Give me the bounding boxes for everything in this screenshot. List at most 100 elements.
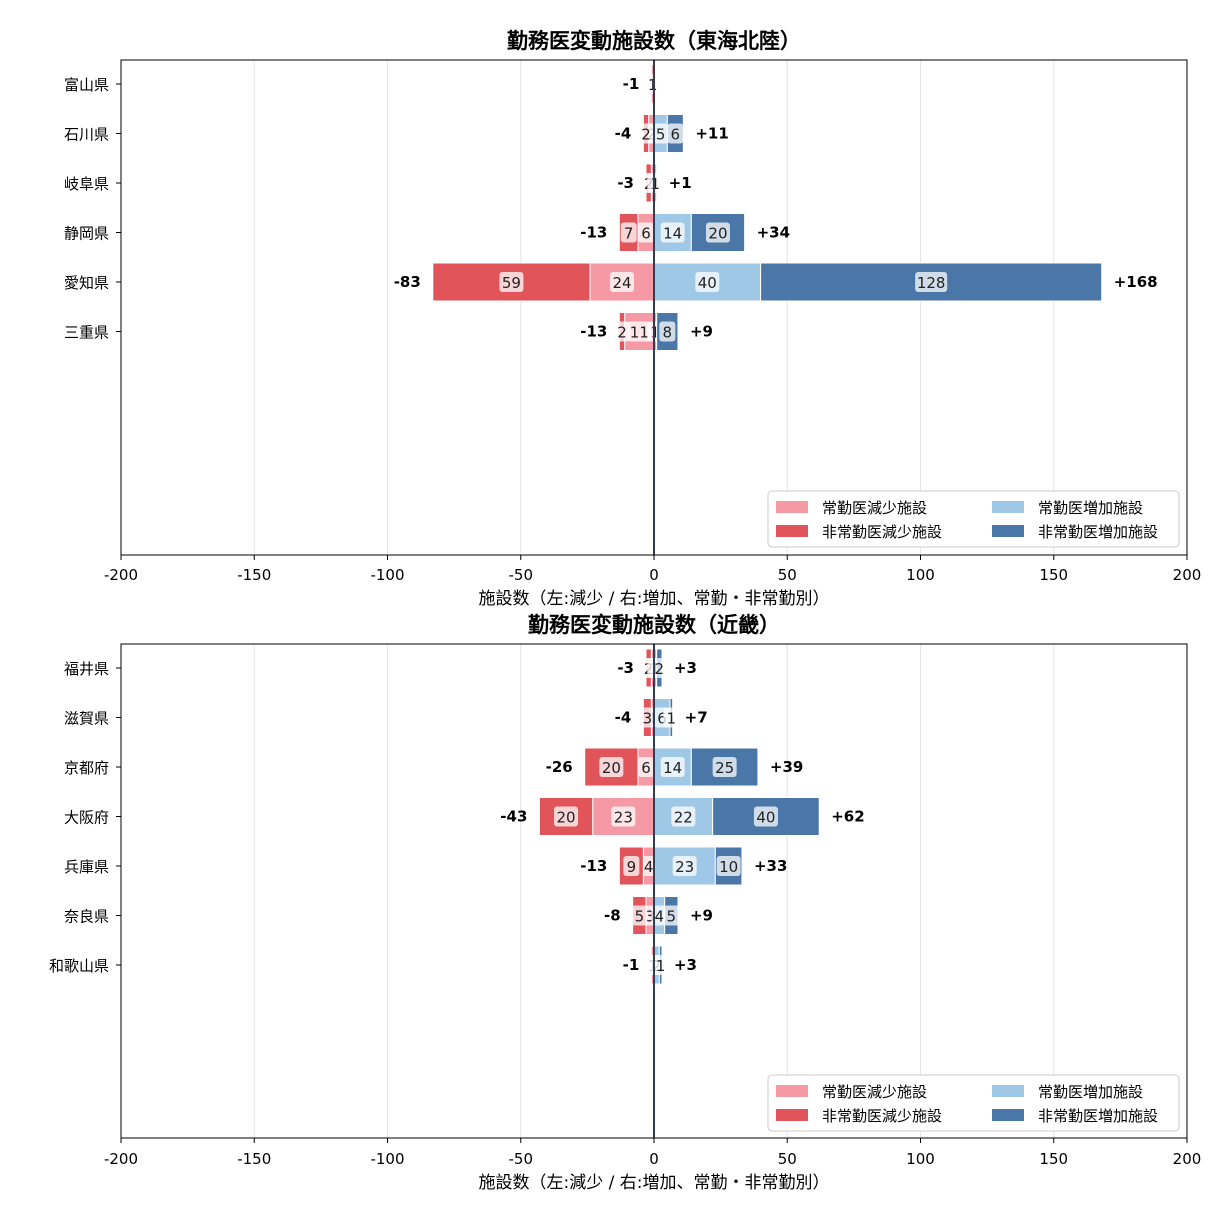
y-tick-label: 兵庫県 (64, 858, 109, 876)
decrease-total-label: -1 (623, 75, 640, 93)
y-tick-label: 京都府 (64, 759, 109, 777)
data-label-box (705, 222, 730, 243)
data-label: 10 (719, 858, 738, 876)
x-tick-label: -150 (237, 566, 271, 584)
legend-label: 常勤医減少施設 (822, 499, 927, 517)
decrease-total-label: -13 (580, 323, 607, 341)
data-label: 3 (645, 908, 655, 926)
data-label: 8 (663, 324, 673, 342)
x-axis-label: 施設数（左:減少 / 右:増加、常勤・非常勤別） (479, 1173, 830, 1193)
data-label: 2 (617, 324, 627, 342)
x-tick-label: 50 (778, 566, 797, 584)
data-label: 5 (656, 126, 666, 144)
data-label-box (716, 856, 741, 876)
y-tick-label: 三重県 (64, 324, 109, 342)
data-label: 14 (663, 225, 682, 243)
data-label: 7 (624, 225, 634, 243)
x-axis-label: 施設数（左:減少 / 右:増加、常勤・非常勤別） (479, 589, 830, 609)
data-label-box (499, 272, 524, 292)
legend-swatch (776, 1085, 808, 1097)
data-label-box (614, 321, 631, 342)
data-label: 23 (614, 809, 633, 827)
x-tick-label: 0 (649, 566, 659, 584)
data-label: 5 (667, 908, 677, 926)
data-label-box (611, 806, 636, 827)
legend-swatch (776, 1109, 808, 1121)
x-tick-label: 50 (778, 1150, 797, 1168)
y-tick-label: 大阪府 (64, 809, 109, 827)
data-label: 14 (663, 759, 682, 777)
legend-label: 非常勤医減少施設 (822, 1107, 942, 1125)
increase-total-label: +33 (754, 857, 787, 875)
bar-row: 1212-3+3 (617, 648, 697, 688)
increase-total-label: +11 (695, 125, 728, 143)
y-tick-label: 奈良県 (64, 908, 109, 926)
legend-label: 非常勤医増加施設 (1038, 523, 1158, 541)
increase-total-label: +39 (770, 758, 803, 776)
x-tick-label: -200 (104, 566, 138, 584)
legend-label: 非常勤医増加施設 (1038, 1107, 1158, 1125)
data-label: 20 (708, 225, 727, 243)
legend-label: 常勤医増加施設 (1038, 1083, 1143, 1101)
bar-row: 1361-4+7 (615, 698, 708, 737)
x-tick-label: -100 (370, 566, 404, 584)
y-tick-label: 静岡県 (64, 225, 109, 243)
data-label-box (638, 123, 655, 144)
decrease-total-label: -43 (500, 808, 527, 826)
legend-swatch (992, 525, 1024, 537)
x-tick-label: 200 (1173, 566, 1202, 584)
bar-row: 121-1+3 (623, 945, 697, 985)
chart-kinki: 勤務医変動施設数（近畿） 1212-3+31361-4+76201425-26+… (49, 613, 1201, 1193)
data-label: 11 (630, 324, 649, 342)
decrease-total-label: -1 (623, 956, 640, 974)
data-label-box (659, 321, 676, 342)
x-tick-label: 150 (1039, 1150, 1068, 1168)
legend-box (767, 490, 1180, 548)
y-tick-label: 石川県 (64, 126, 109, 144)
x-tick-label: -50 (509, 566, 534, 584)
data-label: 23 (675, 858, 694, 876)
decrease-total-label: -4 (615, 125, 632, 143)
legend-swatch (992, 1085, 1024, 1097)
data-label: 6 (671, 126, 681, 144)
data-label-box (620, 222, 637, 243)
decrease-total-label: -4 (615, 709, 632, 727)
chart-title: 勤務医変動施設数（東海北陸） (507, 29, 801, 53)
bars: 1212-3+31361-4+76201425-26+3923202240-43… (500, 648, 865, 985)
data-label-box (753, 806, 778, 827)
data-label-box (644, 74, 661, 94)
data-label-box (915, 272, 948, 292)
data-label: 1 (648, 76, 658, 94)
data-label: 2 (641, 126, 651, 144)
legend-box (767, 1074, 1180, 1132)
y-tick-label: 和歌山県 (49, 957, 109, 975)
data-label: 25 (715, 759, 734, 777)
data-label: 4 (655, 908, 665, 926)
x-tick-label: -150 (237, 1150, 271, 1168)
bar-row: 67 14 20 -13 +34 (580, 213, 790, 252)
increase-total-label: +7 (685, 709, 708, 727)
increase-total-label: +62 (831, 808, 864, 826)
decrease-total-label: -13 (580, 224, 607, 242)
data-label-box (671, 806, 696, 827)
increase-total-label: +9 (690, 323, 713, 341)
data-label: 3 (643, 710, 653, 728)
data-label: 1 (651, 175, 661, 193)
data-label: 40 (698, 274, 717, 292)
data-label-box (712, 757, 737, 777)
data-label-box (652, 955, 669, 975)
data-label-box (631, 905, 648, 926)
decrease-total-label: -83 (394, 273, 421, 291)
legend-swatch (992, 1109, 1024, 1121)
increase-total-label: +34 (757, 224, 790, 242)
y-tick-label: 岐阜県 (64, 175, 109, 193)
data-label: 1 (651, 324, 661, 342)
data-label-box (660, 222, 685, 243)
legend-swatch (776, 501, 808, 513)
data-label-box (667, 123, 684, 144)
decrease-total-label: -8 (604, 907, 621, 925)
